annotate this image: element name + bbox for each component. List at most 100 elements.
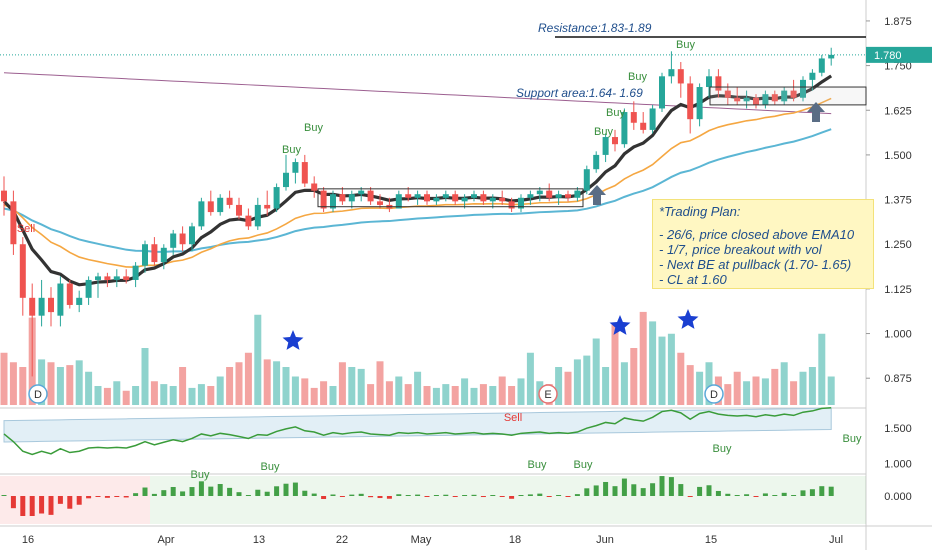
macd-bar [302,490,308,496]
candle-body [405,194,412,198]
volume-bar [752,376,760,405]
candle-body [612,137,618,145]
volume-bar [75,360,83,405]
macd-bar [791,495,797,496]
star-icon [282,330,304,350]
candle-body [142,244,148,266]
candle-body [395,194,402,209]
volume-bar [404,384,412,405]
event-marker-label: E [544,389,551,401]
candle-body [687,83,694,120]
volume-bar [611,324,619,405]
candle-body [442,194,449,198]
volume-bar [479,384,487,405]
trading-plan-line: - 1/7, price breakout with vol [659,242,822,257]
candle-body [29,297,36,316]
volume-bar [66,365,74,405]
x-tick-label: 18 [509,534,521,546]
macd-bar [678,484,684,496]
candle-body [377,201,383,205]
event-marker-label: D [34,389,42,401]
volume-bar [696,371,704,405]
macd-bar [377,496,383,499]
macd-bar [612,486,618,496]
macd-bar [650,483,656,496]
candle-body [226,197,233,205]
volume-bar [132,386,140,405]
candle-body [10,201,17,245]
volume-bar [9,362,17,405]
candle-body [330,194,336,209]
candle-body [508,201,515,209]
macd-bar [386,496,392,499]
macd-bar [151,493,157,496]
macd-bar [687,496,693,497]
volume-bar [244,352,252,405]
candle-body [499,197,506,202]
candle-body [207,201,214,213]
macd-bar [180,491,186,496]
volume-bar [94,386,102,405]
candle-body [217,197,224,213]
macd-bar [368,496,374,498]
candle-body [602,137,609,155]
macd-bar [161,490,167,496]
macd-bar [537,493,543,496]
macd-bar [405,495,411,496]
macd-bar [452,496,458,497]
volume-bar [291,376,299,405]
volume-bar [705,362,713,405]
buy-signal-label: Buy [304,122,323,134]
macd-bar [640,488,646,496]
last-price-tag [866,46,932,63]
macd-bar [123,496,129,498]
x-tick-label: Jul [829,534,843,546]
candle-body [85,279,92,298]
volume-bar [47,362,55,405]
volume-bar [282,367,290,405]
macd-bar [715,490,721,496]
indicator-tick-label: 1.500 [884,423,912,435]
candle-body [818,58,825,73]
candle-body [179,233,186,245]
event-marker [704,384,724,404]
x-tick-label: 16 [22,534,34,546]
macd-bar [725,493,731,496]
volume-bar [395,376,403,405]
macd-bar [311,493,317,496]
macd-bar [800,490,806,496]
macd-bar [574,494,580,496]
buy-signal-label: Buy [606,107,625,119]
volume-bar [799,371,807,405]
macd-bar [292,482,298,496]
candle-body [132,265,139,280]
y-tick-label: 1.125 [884,284,912,296]
macd-bar [217,484,223,496]
volume-bar [207,386,215,405]
macd-bar [490,495,496,496]
macd-tick-label: 0.000 [884,491,912,503]
macd-bar [76,496,82,505]
macd-bar [621,478,627,496]
candle-body [245,215,252,227]
volume-bar [733,371,741,405]
candle-body [800,79,806,98]
macd-bar [57,496,63,504]
macd-bar [584,488,590,496]
candle-body [734,97,741,102]
y-tick-label: 1.750 [884,61,912,73]
candle-body [1,190,7,202]
candle-body [433,197,440,202]
macd-bar [10,496,16,509]
candle-body [809,72,816,80]
macd-bar [283,483,289,496]
candle-body [574,190,581,198]
macd-bar [527,494,533,496]
macd-bar [95,496,101,497]
macd-bar [753,496,759,497]
macd-bar [255,489,261,496]
last-price-label: 1.780 [874,50,902,62]
indicator-sell-label: Sell [504,412,522,424]
candle-body [367,190,374,202]
